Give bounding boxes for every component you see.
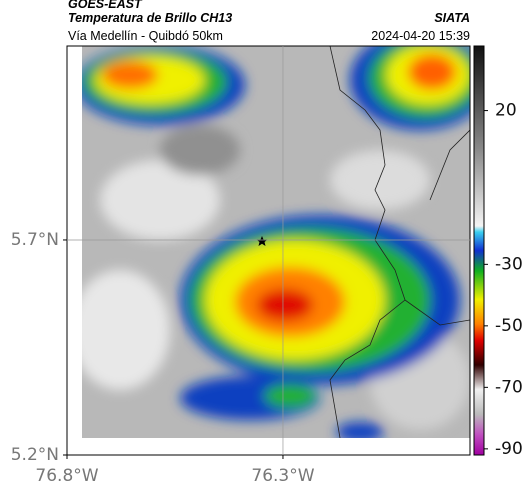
source: GOES-EAST — [68, 0, 143, 11]
map-frame — [66, 45, 471, 456]
colorbar-tick-label: 20 — [495, 101, 517, 121]
datetime: 2024-04-20 15:39 — [371, 29, 470, 43]
y-tick-label: 5.2°N — [11, 445, 59, 465]
y-tick-label: 5.7°N — [11, 230, 59, 250]
colorbar-tick-label: -30 — [495, 254, 523, 274]
colorbar-tick-label: -50 — [495, 316, 523, 336]
title: Temperatura de Brillo CH13 — [68, 11, 232, 25]
x-tick-label: 76.3°W — [251, 466, 314, 486]
subtitle: Vía Medellín - Quibdó 50km — [68, 29, 223, 43]
colorbar-tick-label: -70 — [495, 377, 523, 397]
org: SIATA — [434, 11, 470, 25]
colorbar-tick-label: -90 — [495, 439, 523, 459]
colorbar — [473, 45, 485, 456]
location-star — [256, 236, 268, 246]
imagery — [82, 46, 470, 438]
x-tick-label: 76.8°W — [35, 466, 98, 486]
